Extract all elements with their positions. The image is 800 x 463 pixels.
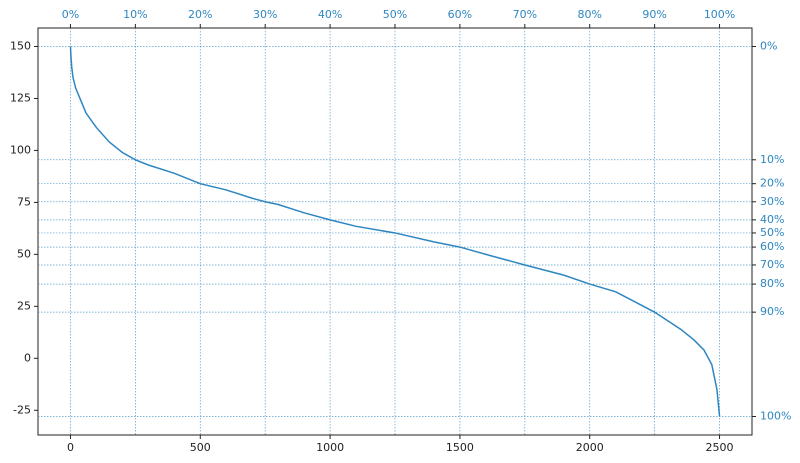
y-tick-label: -25 [13, 403, 31, 416]
x-tick-label: 2500 [706, 441, 734, 454]
x2-tick-label: 10% [123, 8, 147, 21]
x2-tick-label: 70% [513, 8, 537, 21]
y2-tick-label: 50% [760, 226, 784, 239]
y-tick-label: 75 [17, 195, 31, 208]
x-tick-label: 1000 [316, 441, 344, 454]
y2-tick-label: 20% [760, 177, 784, 190]
x2-tick-label: 100% [704, 8, 735, 21]
y-tick-label: 100 [10, 143, 31, 156]
y2-tick-label: 0% [760, 40, 777, 53]
y2-tick-label: 70% [760, 258, 784, 271]
y2-tick-label: 30% [760, 195, 784, 208]
x-tick-label: 2000 [576, 441, 604, 454]
y-tick-label: 50 [17, 247, 31, 260]
x2-tick-label: 50% [383, 8, 407, 21]
x2-tick-label: 80% [578, 8, 602, 21]
x2-tick-label: 30% [253, 8, 277, 21]
y2-tick-label: 40% [760, 213, 784, 226]
y-tick-label: 0 [24, 351, 31, 364]
y2-tick-label: 10% [760, 153, 784, 166]
x-tick-label: 1500 [446, 441, 474, 454]
x2-tick-label: 40% [318, 8, 342, 21]
y2-tick-label: 90% [760, 305, 784, 318]
y2-tick-label: 80% [760, 277, 784, 290]
x2-tick-label: 0% [62, 8, 79, 21]
y-tick-label: 150 [10, 40, 31, 53]
x-tick-label: 0 [67, 441, 74, 454]
line [69, 46, 721, 417]
x2-tick-label: 90% [642, 8, 666, 21]
y-tick-label: 125 [10, 91, 31, 104]
x2-tick-label: 60% [448, 8, 472, 21]
x-tick-label: 500 [190, 441, 211, 454]
y-tick-label: 25 [17, 299, 31, 312]
y2-tick-label: 100% [760, 410, 791, 423]
y2-tick-label: 60% [760, 240, 784, 253]
x2-tick-label: 20% [188, 8, 212, 21]
